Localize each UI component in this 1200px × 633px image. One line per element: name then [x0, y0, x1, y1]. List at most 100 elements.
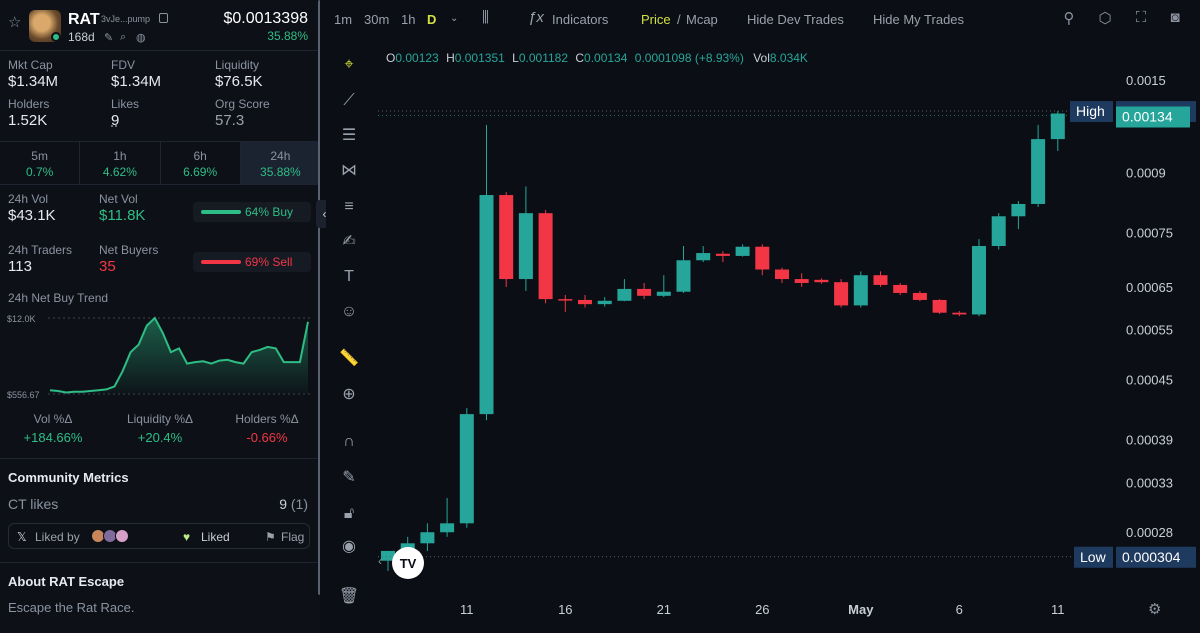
function-icon[interactable]: ƒx: [528, 9, 544, 26]
trend-line: [49, 316, 309, 394]
trend-title: 24h Net Buy Trend: [8, 291, 109, 305]
tradingview-logo[interactable]: TV: [392, 547, 424, 579]
ct-likes-value-wrap: 9 (1): [279, 496, 308, 512]
stat-value: 1.52K: [8, 112, 48, 129]
wallet-icon: [51, 32, 61, 42]
stat-label: Liquidity: [215, 58, 260, 72]
trash-icon[interactable]: 🗑︎: [338, 588, 360, 605]
chart-settings-icon[interactable]: ⚙: [1148, 601, 1161, 618]
fib-icon[interactable]: ≡: [344, 198, 354, 215]
star-icon[interactable]: ☆: [8, 14, 22, 31]
candle-body: [932, 299, 947, 313]
interval-1m[interactable]: 1m: [334, 12, 353, 27]
copy-icon[interactable]: [159, 13, 168, 23]
x-tick-label: 11: [1051, 602, 1065, 617]
stat-value: 113: [8, 258, 32, 275]
eye-icon[interactable]: ◉: [342, 538, 356, 555]
stat-label: 24h Traders: [8, 243, 73, 257]
ct-likes-value: 9: [279, 496, 287, 512]
text-icon[interactable]: T: [344, 268, 354, 285]
emoji-icon[interactable]: ☺: [340, 303, 358, 320]
interval-1h[interactable]: 1h: [401, 12, 416, 27]
low-label-tag: Low: [1080, 549, 1107, 565]
stat-label: Likes: [111, 97, 140, 111]
ohlc-high: 0.001351: [455, 51, 505, 65]
mcap-toggle[interactable]: Mcap: [686, 12, 718, 27]
chevron-down-icon[interactable]: ⌄: [450, 13, 459, 24]
community-title: Community Metrics: [8, 470, 129, 485]
candle-body: [617, 288, 632, 301]
token-info-panel: ☆ RAT 3vJe...pump 168d ✎ ⌕ ◍ $0.0013398 …: [0, 0, 320, 633]
settings-icon[interactable]: ⬡: [1098, 10, 1112, 27]
ruler-icon[interactable]: 📏: [339, 350, 359, 367]
heart-icon[interactable]: ♥: [183, 530, 191, 544]
candle-body: [1031, 139, 1046, 204]
stat-label: Net Vol: [99, 192, 138, 206]
magnet-icon[interactable]: ∩: [343, 433, 355, 450]
liked-button[interactable]: Liked: [201, 530, 230, 544]
chart-pane: 1m 30m 1h D ⌄ ⫼ ƒx Indicators Price / Mc…: [326, 0, 1200, 633]
delta-label: Holders %Δ: [235, 412, 299, 426]
ohlc-open: 0.00123: [395, 51, 439, 65]
x-tick-label: 6: [956, 602, 963, 617]
divider: [0, 562, 320, 563]
flag-icon[interactable]: ⚑: [265, 530, 276, 544]
scrollbar[interactable]: [318, 0, 320, 595]
drawing-toolbar: ⌖ ⟋ ☰ ⋈ ≡ ✍ T ☺ 📏 ⊕ ∩ ✎ 🔓︎ ◉ 🗑︎: [326, 50, 376, 620]
candlestick-type-icon[interactable]: ⫼: [482, 9, 489, 26]
hide-dev-trades-button[interactable]: Hide Dev Trades: [747, 12, 844, 27]
fullscreen-icon[interactable]: ⛶: [1135, 9, 1147, 26]
magic-icon[interactable]: ⚲: [1063, 10, 1075, 27]
tab-6h[interactable]: 6h 6.69%: [161, 142, 241, 184]
ohlc-open-label: O: [386, 51, 395, 65]
brush-icon[interactable]: ✍: [342, 233, 356, 250]
wallet-icon[interactable]: ✎: [104, 32, 114, 44]
candle-body: [991, 216, 1006, 247]
delta-value: -0.66%: [246, 430, 288, 445]
current-price-tag: 0.00134: [1122, 109, 1173, 125]
zoom-icon[interactable]: ⊕: [342, 386, 356, 403]
ohlc-legend: O0.00123 H0.001351 L0.001182 C0.00134 0.…: [386, 51, 808, 65]
camera-icon[interactable]: ◙: [1170, 9, 1180, 26]
globe-icon[interactable]: ◍: [136, 32, 146, 44]
ohlc-change: 0.0001098 (+8.93%): [635, 51, 744, 65]
lock-draw-icon[interactable]: ✎: [342, 469, 356, 486]
stat-net-buyers: Net Buyers 35: [99, 243, 158, 275]
candle-body: [893, 284, 908, 293]
tab-5m[interactable]: 5m 0.7%: [0, 142, 81, 184]
tab-1h[interactable]: 1h 4.62%: [80, 142, 161, 184]
tradingview-logo-bg: [392, 547, 424, 579]
stat-org-score: Org Score 57.3: [215, 97, 270, 129]
flag-button[interactable]: Flag: [281, 530, 305, 544]
lock-icon[interactable]: 🔓︎: [343, 505, 355, 522]
interval-30m[interactable]: 30m: [364, 12, 390, 27]
x-tick-label: 16: [558, 602, 572, 617]
about-title: About RAT Escape: [8, 574, 125, 589]
horizontal-lines-icon[interactable]: ☰: [341, 127, 357, 144]
interval-d[interactable]: D: [427, 12, 437, 27]
x-axis: 11 16 21 26 May 6 11: [460, 602, 1065, 617]
avatar[interactable]: [115, 529, 129, 543]
trend-line-icon[interactable]: ⟋: [343, 92, 355, 109]
liked-by-bar: 𝕏 Liked by ♥ Liked ⚑ Flag: [8, 523, 310, 549]
candle-body: [853, 275, 868, 306]
stat-likes[interactable]: Likes 9: [111, 97, 139, 129]
candlestick-chart[interactable]: O0.00123 H0.001351 L0.001182 C0.00134 0.…: [378, 0, 1200, 633]
indicators-button[interactable]: Indicators: [552, 12, 609, 27]
token-avatar: [29, 10, 61, 42]
search-icon[interactable]: ⌕: [120, 31, 127, 43]
candle-body: [952, 312, 967, 315]
stat-value: $1.34M: [111, 73, 162, 90]
token-address[interactable]: 3vJe...pump: [101, 14, 151, 24]
pattern-icon[interactable]: ⋈: [341, 162, 357, 179]
x-tick-label: 11: [460, 602, 474, 617]
chevron-left-icon[interactable]: ‹: [378, 554, 382, 568]
high-label-tag: High: [1076, 103, 1105, 119]
stat-value: $43.1K: [8, 207, 56, 224]
ct-likes-row: CT likes 9 (1): [8, 496, 308, 512]
price-toggle[interactable]: Price: [641, 12, 671, 27]
hide-my-trades-button[interactable]: Hide My Trades: [873, 12, 965, 27]
crosshair-icon[interactable]: ⌖: [344, 56, 354, 73]
tab-24h[interactable]: 24h 35.88%: [240, 142, 320, 184]
candle-body: [538, 213, 553, 300]
